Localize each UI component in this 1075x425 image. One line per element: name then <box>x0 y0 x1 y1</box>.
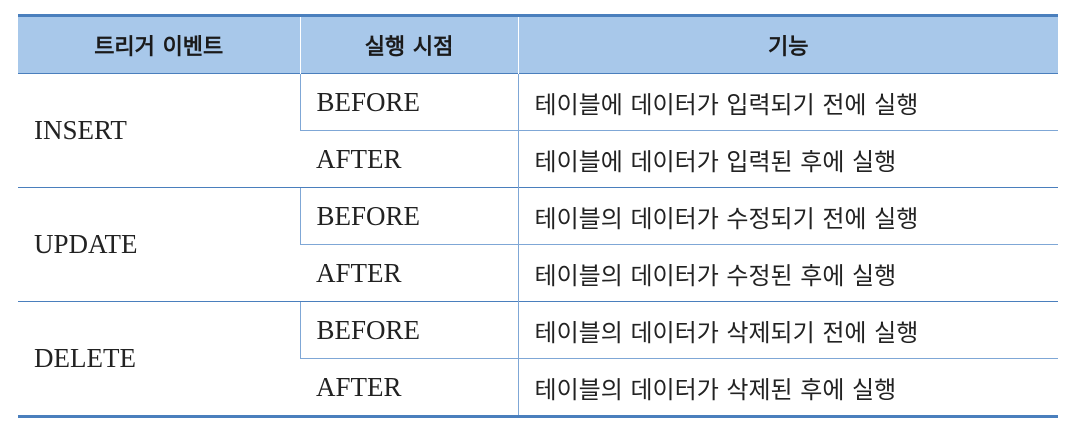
function-cell: 테이블의 데이터가 삭제되기 전에 실행 <box>517 301 1058 359</box>
header-trigger-event: 트리거 이벤트 <box>18 15 300 74</box>
timing-cell: BEFORE <box>299 301 518 359</box>
table-row: DELETE BEFORE 테이블의 데이터가 삭제되기 전에 실행 <box>18 301 1058 417</box>
event-cell-delete: DELETE <box>18 301 300 417</box>
function-cell: 테이블에 데이터가 입력되기 전에 실행 <box>517 73 1058 131</box>
trigger-event-table: 트리거 이벤트 실행 시점 기능 INSERT BEFORE 테이블에 데이터가… <box>18 14 1058 418</box>
header-function: 기능 <box>517 15 1058 74</box>
function-cell: 테이블의 데이터가 수정되기 전에 실행 <box>517 187 1058 245</box>
table-row: UPDATE BEFORE 테이블의 데이터가 수정되기 전에 실행 <box>18 187 1058 302</box>
table-row: AFTER 테이블에 데이터가 입력된 후에 실행 <box>18 130 1058 188</box>
event-cell-update: UPDATE <box>18 187 300 302</box>
trigger-table-container: 트리거 이벤트 실행 시점 기능 INSERT BEFORE 테이블에 데이터가… <box>18 14 1058 418</box>
timing-cell: AFTER <box>300 130 518 188</box>
header-execution-timing: 실행 시점 <box>299 15 518 74</box>
table-row: AFTER 테이블의 데이터가 수정된 후에 실행 <box>18 244 1058 302</box>
table-row: AFTER 테이블의 데이터가 삭제된 후에 실행 <box>18 358 1058 417</box>
function-cell: 테이블의 데이터가 수정된 후에 실행 <box>517 244 1058 302</box>
table-header-row: 트리거 이벤트 실행 시점 기능 <box>18 15 1058 74</box>
function-cell: 테이블의 데이터가 삭제된 후에 실행 <box>517 358 1058 417</box>
event-cell-insert: INSERT <box>18 73 300 188</box>
table-row: INSERT BEFORE 테이블에 데이터가 입력되기 전에 실행 <box>18 73 1058 188</box>
function-cell: 테이블에 데이터가 입력된 후에 실행 <box>517 130 1058 188</box>
timing-cell: AFTER <box>300 358 518 417</box>
timing-cell: BEFORE <box>299 73 518 131</box>
timing-cell: BEFORE <box>299 187 518 245</box>
timing-cell: AFTER <box>300 244 518 302</box>
